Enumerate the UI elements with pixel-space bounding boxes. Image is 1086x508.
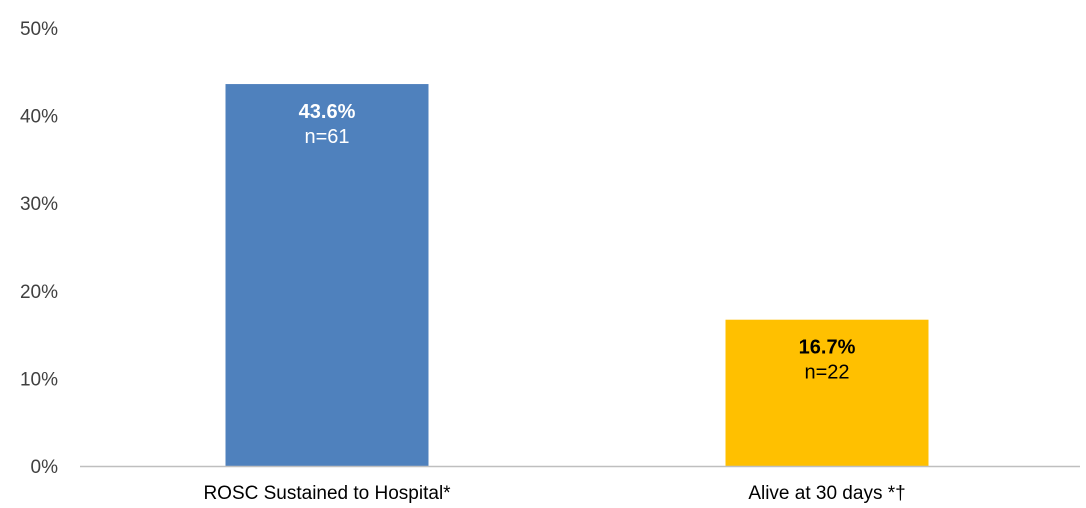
x-axis: ROSC Sustained to Hospital* Alive at 30 d… <box>203 483 905 504</box>
y-tick-label: 20% <box>20 282 58 303</box>
bar-count-label: n=61 <box>304 126 349 148</box>
y-tick-label: 0% <box>31 457 59 478</box>
bar <box>725 319 929 466</box>
y-tick-label: 50% <box>20 19 58 40</box>
y-tick-label: 10% <box>20 369 58 390</box>
bar <box>225 84 429 467</box>
category-label: Alive at 30 days *† <box>748 483 905 504</box>
bars: 43.6% n=61 16.7% n=22 <box>225 84 929 467</box>
y-tick-label: 40% <box>20 107 58 128</box>
bar-count-label: n=22 <box>804 362 849 384</box>
bar-value-label: 16.7% <box>799 337 856 359</box>
bar-value-label: 43.6% <box>299 101 356 123</box>
category-label: ROSC Sustained to Hospital* <box>203 483 451 504</box>
y-tick-label: 30% <box>20 194 58 215</box>
y-axis: 0% 10% 20% 30% 40% 50% <box>20 19 58 478</box>
